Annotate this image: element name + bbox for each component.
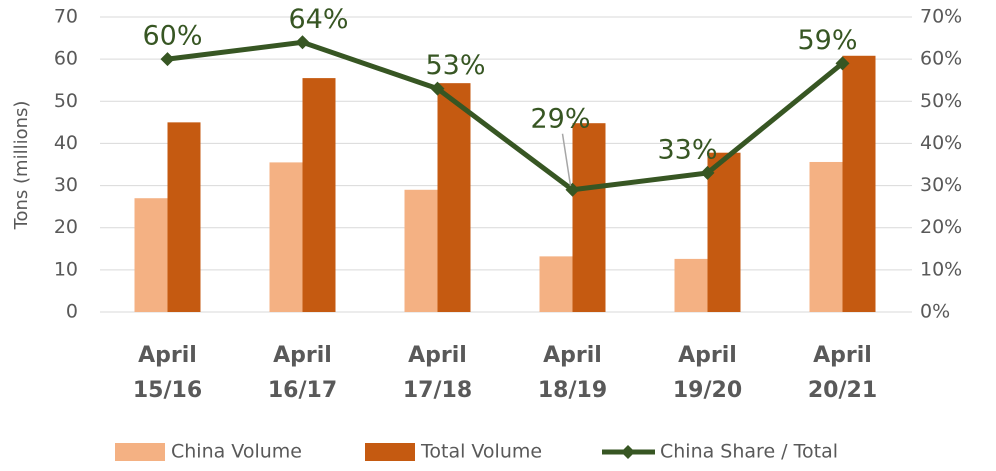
bar (707, 152, 741, 312)
data-label: 29% (530, 103, 590, 134)
line-marker (700, 165, 715, 180)
data-label: 59% (797, 25, 857, 56)
bar (302, 78, 336, 312)
y2-tick-label: 20% (920, 216, 962, 238)
bar (167, 122, 201, 312)
bar (809, 161, 843, 312)
data-label: 33% (657, 134, 717, 165)
y-tick-label: 30 (54, 174, 78, 196)
y2-tick-label: 40% (920, 132, 962, 154)
y-tick-label: 60 (54, 48, 78, 70)
y-tick-label: 70 (54, 6, 78, 28)
data-label: 60% (142, 21, 202, 52)
legend-label: China Volume (171, 441, 302, 463)
line-marker (160, 52, 175, 67)
line-marker (565, 182, 580, 197)
y-tick-label: 10 (54, 258, 78, 280)
data-label: 53% (425, 50, 485, 81)
bar (269, 162, 303, 312)
line-marker (430, 81, 445, 96)
line (167, 39, 845, 193)
x-tick-label: April 18/19 (538, 343, 607, 403)
x-tick-label: April 16/17 (268, 343, 337, 403)
y2-tick-label: 30% (920, 174, 962, 196)
legend-label: Total Volume (420, 441, 542, 463)
bar (842, 55, 876, 313)
legend-swatch (115, 443, 165, 461)
bar (572, 123, 606, 312)
y-axis-title: Tons (millions) (11, 101, 32, 231)
bar (674, 258, 708, 312)
y2-tick-label: 60% (920, 48, 962, 70)
y2-tick-label: 10% (920, 258, 962, 280)
line-marker (295, 35, 310, 50)
x-tick-label: April 20/21 (808, 343, 877, 403)
y2-tick-label: 0% (920, 301, 950, 323)
y-tick-label: 40 (54, 132, 78, 154)
y-tick-label: 50 (54, 90, 78, 112)
line-marker (835, 56, 850, 71)
bar (404, 189, 438, 312)
bar (437, 83, 471, 313)
legend-swatch-marker (621, 445, 635, 459)
y2-tick-label: 50% (920, 90, 962, 112)
leader-line (561, 133, 572, 186)
x-tick-label: April 15/16 (133, 343, 202, 403)
x-tick-label: April 19/20 (673, 343, 742, 403)
data-label: 64% (288, 4, 348, 35)
x-tick-label: April 17/18 (403, 343, 472, 403)
y2-tick-label: 70% (920, 6, 962, 28)
y-tick-label: 20 (54, 216, 78, 238)
legend-label: China Share / Total (660, 441, 838, 463)
bar (134, 198, 168, 312)
bar (539, 256, 573, 312)
y-tick-label: 0 (66, 301, 78, 323)
legend-swatch (365, 443, 415, 461)
